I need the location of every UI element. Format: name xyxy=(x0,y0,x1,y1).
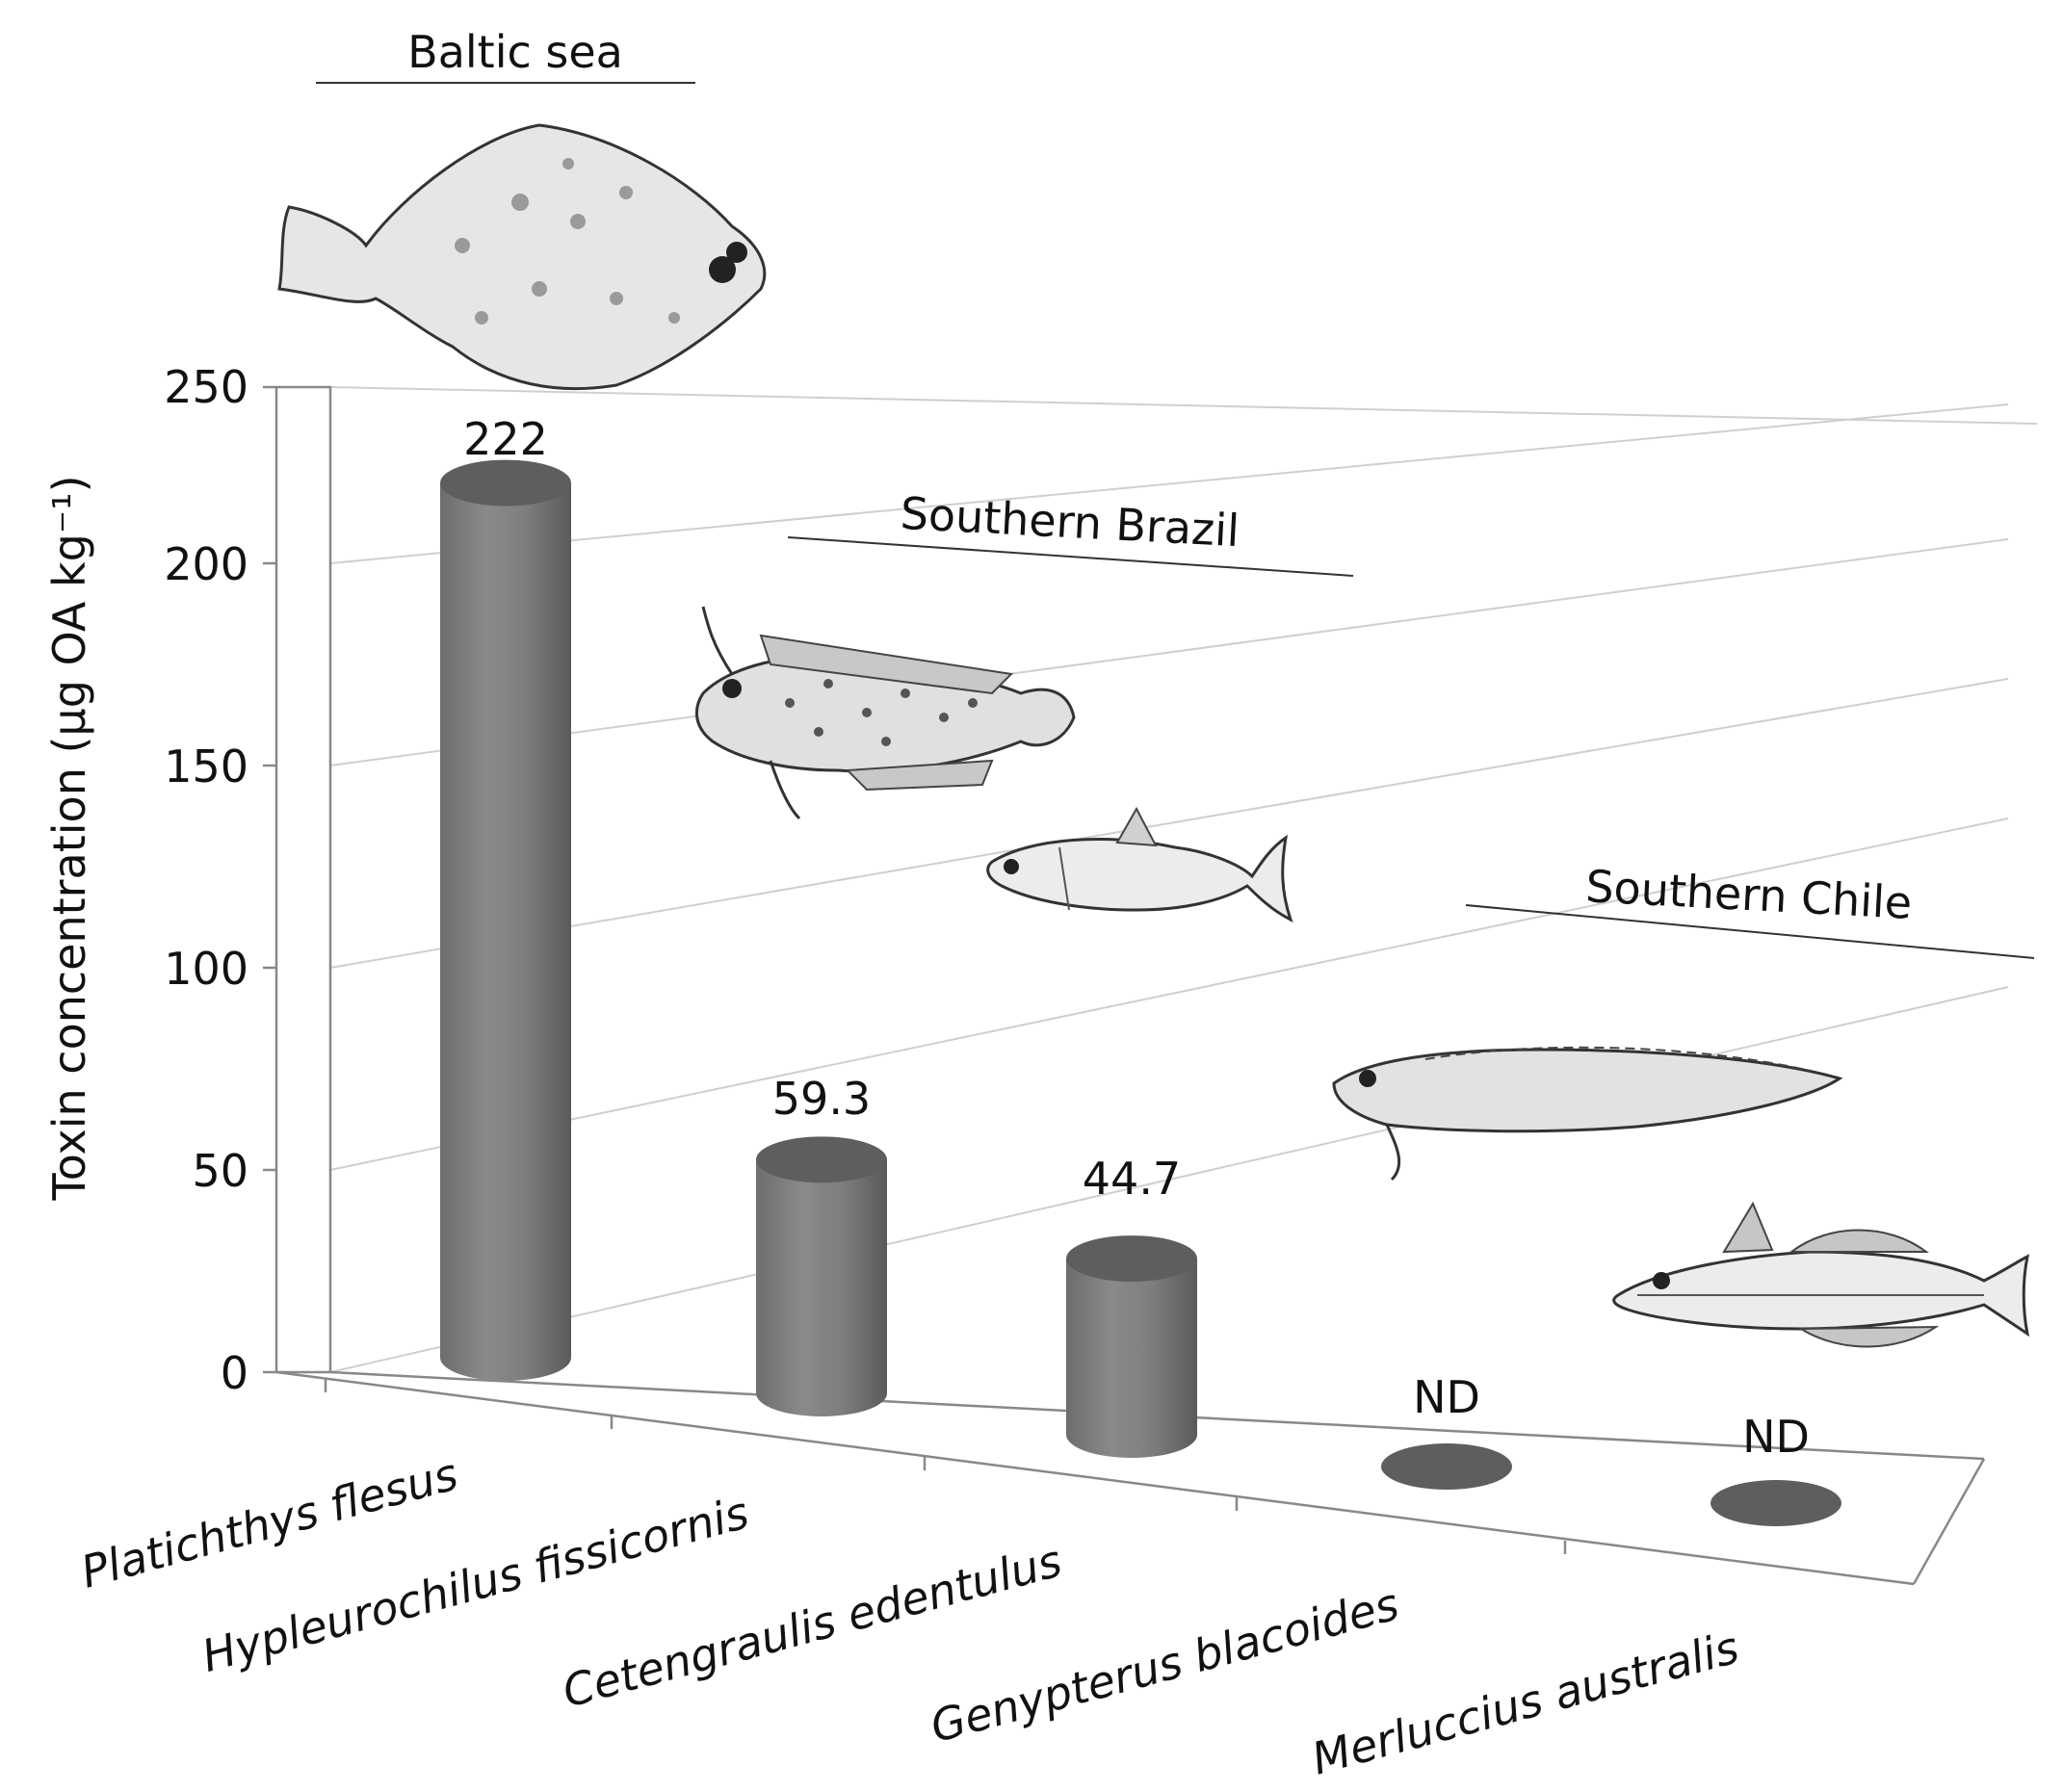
blenny-illustration xyxy=(694,606,1076,820)
gridlines xyxy=(329,386,2038,1373)
y-tick-label: 200 xyxy=(164,538,248,590)
bar-top xyxy=(1066,1235,1197,1283)
bar-3 xyxy=(1066,1235,1197,1458)
y-tick-label: 100 xyxy=(164,943,248,995)
y-tick-label: 50 xyxy=(192,1145,248,1197)
anchovy-illustration xyxy=(986,806,1293,922)
y-tick-label: 0 xyxy=(221,1347,248,1399)
y-tick-labels: 0 50 100 150 200 250 xyxy=(164,361,248,1399)
data-label: 59.3 xyxy=(772,1073,871,1125)
x-ticks xyxy=(324,1379,1567,1554)
bar-body xyxy=(1066,1259,1197,1458)
data-label: 44.7 xyxy=(1083,1153,1181,1205)
flounder-illustration xyxy=(277,123,767,391)
bars xyxy=(440,459,1841,1526)
region-label-brazil: Southern Brazil xyxy=(900,487,1241,557)
bar-1 xyxy=(440,459,571,1381)
bar-body xyxy=(440,482,571,1381)
region-underline xyxy=(1465,904,2035,959)
data-label: ND xyxy=(1742,1411,1810,1463)
region-label-chile: Southern Chile xyxy=(1584,860,1913,929)
data-labels: 222 59.3 44.7 ND ND xyxy=(463,413,1810,1463)
bar-2 xyxy=(756,1136,887,1416)
region-underline xyxy=(787,536,1354,577)
bar-top xyxy=(756,1136,887,1183)
bar-top xyxy=(1710,1480,1841,1526)
bar-top xyxy=(1381,1443,1512,1490)
category-label: Merluccius australis xyxy=(1306,1621,1743,1784)
region-label-baltic: Baltic sea xyxy=(407,26,623,78)
y-ticks xyxy=(263,385,276,1374)
bar-top xyxy=(440,459,571,506)
hake-illustration xyxy=(1612,1201,2030,1348)
kingklip-illustration xyxy=(1332,1046,1843,1182)
bar-4 xyxy=(1381,1443,1512,1490)
data-label: 222 xyxy=(463,413,548,465)
data-label: ND xyxy=(1413,1371,1480,1423)
bar-body xyxy=(756,1159,887,1416)
category-label: Genypterus blacoides xyxy=(926,1577,1404,1753)
bar-5 xyxy=(1710,1480,1841,1526)
y-tick-label: 150 xyxy=(164,740,248,792)
y-axis-label: Toxin concentration (µg OA kg⁻¹) xyxy=(43,475,95,1201)
category-labels: Platichthys flesus Hypleurochilus fissic… xyxy=(75,1447,1743,1784)
y-tick-label: 250 xyxy=(164,361,248,413)
